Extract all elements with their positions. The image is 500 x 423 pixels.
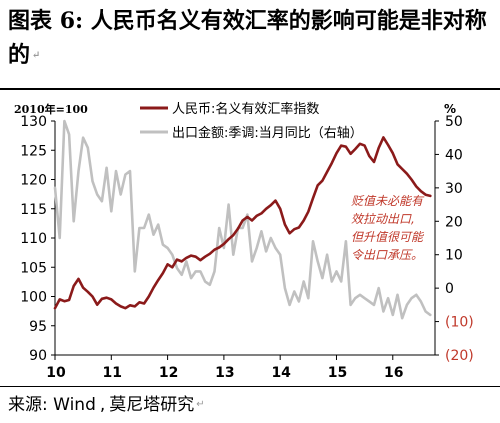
left-tick-label: 130 — [20, 114, 47, 130]
source-note: 来源: Wind, 莫尼塔研究 ↵ — [8, 393, 205, 417]
right-tick-label: (20) — [445, 348, 474, 364]
left-tick-label: 125 — [20, 143, 47, 159]
left-tick-label: 100 — [20, 290, 47, 306]
right-tick-label: 0 — [445, 281, 454, 297]
dual-axis-line-chart: 130125120115110105100959050403020100(10)… — [14, 101, 474, 381]
legend-exports-label: 出口金额:季调:当月同比（右轴） — [172, 125, 363, 141]
x-tick-label: 15 — [328, 365, 347, 381]
chart-series-layer — [53, 119, 432, 320]
right-tick-label: (10) — [445, 315, 474, 331]
figure-title-text: 人民币名义有效汇率的影响可能是非对称的 — [8, 8, 487, 68]
series-line-exports — [53, 119, 432, 320]
figure-title-number: 6: — [59, 8, 84, 34]
right-axis-unit: % — [444, 102, 456, 116]
left-tick-label: 115 — [20, 202, 47, 218]
figure-title: 图表 6: 人民币名义有效汇率的影响可能是非对称的 ↵ — [8, 4, 496, 73]
left-axis-unit: 2010年=100 — [14, 102, 88, 116]
left-tick-label: 95 — [29, 319, 47, 335]
right-tick-label: 30 — [445, 181, 463, 197]
right-tick-label: 20 — [445, 214, 463, 230]
x-tick-label: 16 — [384, 365, 403, 381]
paragraph-mark-icon: ↵ — [196, 399, 205, 410]
legend-neer-label: 人民币:名义有效汇率指数 — [172, 101, 319, 117]
paragraph-mark-icon: ↵ — [32, 50, 41, 61]
annotation-line: 令出口承压。 — [351, 248, 423, 262]
figure-title-prefix: 图表 — [8, 8, 53, 34]
right-tick-label: 10 — [445, 248, 463, 264]
x-tick-label: 11 — [103, 365, 122, 381]
series-line-neer — [53, 136, 432, 310]
annotation-line: 但升值很可能 — [351, 230, 425, 244]
source-value: Wind — [53, 395, 96, 415]
source-author: 莫尼塔研究 — [109, 395, 195, 415]
x-tick-label: 10 — [46, 365, 66, 381]
left-tick-label: 120 — [20, 173, 47, 189]
chart-container: 130 125 120 115 110 105 100 95 90 50 40 30 20 10 0 (10)… — [0, 95, 500, 387]
x-tick-label: 13 — [215, 365, 234, 381]
annotation-line: 效拉动出口, — [351, 212, 415, 226]
bottom-rule — [0, 386, 500, 387]
right-tick-label: 50 — [445, 114, 463, 130]
annotation-line: 贬值未必能有 — [351, 194, 425, 208]
top-rule — [0, 88, 500, 90]
x-tick-label: 12 — [159, 365, 178, 381]
chart-axes: 130125120115110105100959050403020100(10)… — [14, 102, 474, 381]
left-tick-label: 105 — [20, 260, 47, 276]
source-separator: , — [99, 395, 106, 415]
right-tick-label: 40 — [445, 147, 463, 163]
left-tick-label: 90 — [29, 348, 47, 364]
x-tick-label: 14 — [271, 365, 291, 381]
left-tick-label: 110 — [20, 231, 47, 247]
source-label: 来源: — [8, 395, 48, 415]
